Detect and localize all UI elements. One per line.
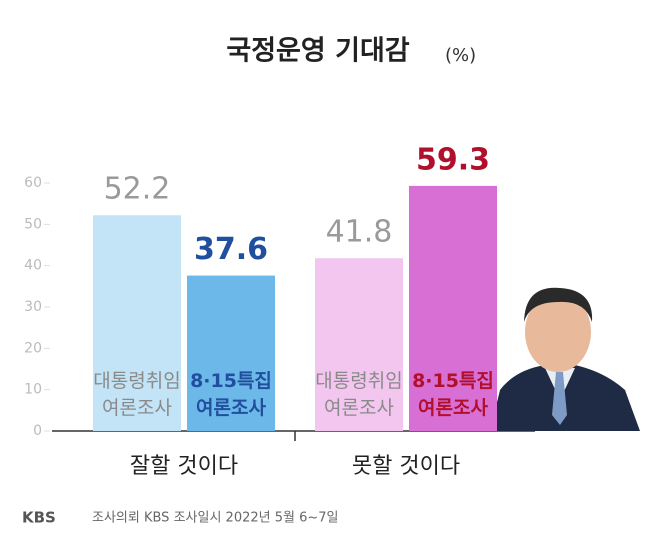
bar [93, 215, 181, 431]
value-label: 37.6 [194, 232, 268, 267]
bar-series-name: 8·15특집 여론조사 [190, 370, 272, 419]
portrait [490, 287, 640, 431]
value-label: 59.3 [416, 142, 490, 177]
x-tick-label: 못할 것이다 [352, 454, 460, 479]
y-tick-label: 10 [24, 382, 42, 398]
bar [315, 258, 403, 431]
value-label: 41.8 [326, 215, 393, 250]
logo: KBS [22, 509, 56, 527]
y-tick-label: 30 [24, 299, 42, 315]
y-tick-label: 50 [24, 216, 42, 232]
bar-series-name: 대통령취임 여론조사 [93, 370, 181, 419]
unit-label: (%) [445, 45, 476, 66]
bar [187, 275, 275, 431]
chart-title: 국정운영 기대감 [226, 36, 409, 67]
y-tick-label: 20 [24, 340, 42, 356]
x-tick-label: 잘할 것이다 [130, 454, 238, 479]
y-tick-label: 0 [33, 423, 42, 439]
y-tick-label: 40 [24, 258, 42, 274]
footer: 조사의뢰 KBS 조사일시 2022년 5월 6~7일 [92, 511, 338, 526]
bar [409, 185, 497, 431]
value-label: 52.2 [104, 172, 171, 207]
bar-series-name: 대통령취임 여론조사 [315, 370, 403, 419]
y-tick-label: 60 [24, 175, 42, 191]
bar-series-name: 8·15특집 여론조사 [412, 370, 494, 419]
